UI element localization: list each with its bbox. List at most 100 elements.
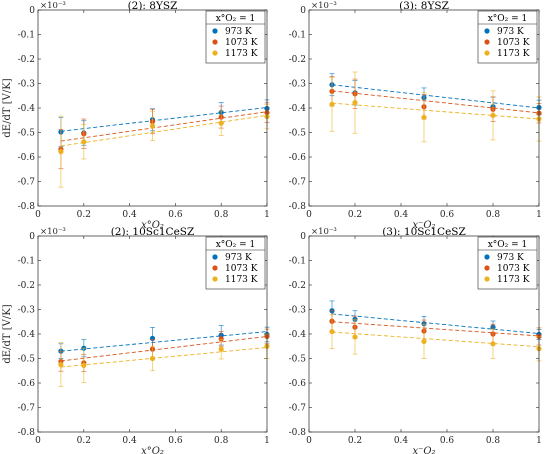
y-tick-label: -0.6	[18, 153, 36, 163]
chart-title: (3): 10Sc1CeSZ	[382, 226, 466, 238]
legend-label: 973 K	[225, 253, 252, 263]
legend-marker	[212, 39, 218, 45]
legend-label: 1073 K	[225, 264, 258, 274]
y-tick-label: 0	[29, 232, 35, 242]
y-tick-label: -0.7	[18, 178, 36, 188]
fit-line-series-1	[60, 107, 268, 132]
data-point	[352, 100, 358, 106]
x-axis-label: x°O₂	[141, 220, 164, 231]
y-tick-label: -0.4	[18, 330, 36, 340]
x-tick-label: 1	[264, 436, 270, 446]
legend-title: x°O₂ = 1	[488, 240, 528, 250]
y-tick-label: -0.1	[18, 31, 35, 41]
data-point	[58, 149, 64, 155]
x-tick-label: 0.2	[348, 436, 362, 446]
y-tick-label: -0.8	[289, 202, 307, 212]
x-axis-label: x⁻O₂	[412, 446, 435, 454]
legend-marker	[484, 39, 490, 45]
y-tick-label: -0.8	[18, 202, 36, 212]
data-point	[490, 112, 496, 118]
legend-title: x°O₂ = 1	[488, 14, 528, 24]
x-tick-label: 0.8	[486, 210, 501, 220]
y-tick-label: -0.4	[289, 104, 307, 114]
chart-panel-4: 0 0.2 0.4 0.6 0.8 1 0 -0.1 -0.2 -0.3 -0.4 -0.5 -0.6 -…	[289, 226, 542, 454]
x-axis-label: x⁻O₂	[412, 220, 435, 231]
y-tick-label: -0.2	[289, 281, 306, 291]
x-tick-label: 0.6	[440, 436, 455, 446]
x-tick-label: 0	[35, 436, 41, 446]
data-point	[218, 336, 224, 342]
fit-line-series-1	[331, 84, 540, 109]
legend-marker	[484, 265, 490, 271]
legend-label: 973 K	[497, 253, 524, 263]
y-tick-label: 0	[300, 6, 306, 16]
y-tick-label: -0.3	[18, 306, 36, 316]
y-tick-label: -0.7	[18, 404, 36, 414]
legend-label: 1173 K	[497, 49, 530, 59]
data-point	[149, 123, 156, 129]
y-tick-label: -0.1	[289, 257, 306, 267]
data-point	[81, 139, 87, 145]
y-axis-label: dE/dT [V/K]	[2, 78, 13, 137]
chart-panel-3: 0 0.2 0.4 0.6 0.8 1 0 -0.1 -0.2 -0.3 -0.4 -0.5 -0.6 -…	[2, 226, 270, 454]
chart-title: (2): 8YSZ	[128, 0, 178, 12]
data-point	[149, 355, 156, 362]
y-tick-label: -0.3	[289, 306, 307, 316]
legend-label: 1173 K	[497, 275, 530, 285]
x-tick-label: 0.6	[168, 210, 183, 220]
legend-marker	[484, 254, 490, 260]
legend-label: 1173 K	[225, 49, 258, 59]
y-tick-label: -0.2	[18, 281, 35, 291]
chart-title: (2): 10Sc1CeSZ	[111, 226, 195, 238]
x-tick-label: 1	[536, 436, 542, 446]
y-tick-label: -0.2	[18, 55, 35, 65]
y-tick-label: -0.1	[289, 31, 306, 41]
x-tick-label: 0	[306, 210, 312, 220]
fit-line-series-2	[331, 321, 540, 337]
data-point	[352, 334, 358, 340]
data-point	[329, 328, 335, 335]
x-tick-label: 0.8	[214, 210, 229, 220]
x-tick-label: 1	[264, 210, 270, 220]
y-tick-label: -0.5	[18, 129, 36, 139]
y-tick-label: -0.1	[18, 257, 35, 267]
y-tick-label: 0	[300, 232, 306, 242]
x-tick-label: 0.6	[168, 436, 183, 446]
data-point	[218, 346, 224, 352]
chart-title: (3): 8YSZ	[399, 0, 449, 12]
y-tick-label: -0.5	[289, 355, 307, 365]
fit-line-series-3	[60, 347, 268, 368]
axes-frame	[37, 9, 268, 207]
y-tick-label: -0.2	[289, 55, 306, 65]
y-exponent-label: ×10⁻³	[40, 227, 66, 237]
legend-marker	[212, 254, 218, 260]
legend-marker	[212, 276, 218, 282]
legend-label: 1173 K	[225, 275, 258, 285]
x-tick-label: 0.4	[394, 210, 409, 220]
x-tick-label: 0.4	[394, 436, 409, 446]
legend-marker	[212, 265, 218, 271]
y-tick-label: -0.6	[18, 379, 36, 389]
y-tick-label: -0.7	[289, 404, 307, 414]
y-tick-label: -0.8	[18, 428, 36, 438]
axes-frame	[37, 235, 268, 433]
y-tick-label: -0.8	[289, 428, 307, 438]
data-point	[421, 114, 427, 120]
fit-line-series-3	[331, 102, 540, 120]
data-point	[58, 362, 64, 368]
legend-marker	[212, 28, 218, 34]
data-point	[421, 338, 427, 344]
legend-marker	[484, 50, 490, 56]
legend-marker	[484, 276, 490, 282]
fit-line-series-2	[331, 90, 540, 114]
legend-label: 1073 K	[497, 264, 530, 274]
y-tick-label: -0.3	[18, 80, 36, 90]
y-tick-label: -0.6	[289, 153, 307, 163]
x-tick-label: 1	[536, 210, 542, 220]
y-exponent-label: ×10⁻³	[40, 1, 66, 11]
legend-title: x°O₂ = 1	[216, 14, 256, 24]
y-tick-label: -0.5	[18, 355, 36, 365]
x-tick-label: 0.2	[77, 436, 91, 446]
y-tick-label: -0.7	[289, 178, 307, 188]
axes-frame	[308, 235, 540, 433]
